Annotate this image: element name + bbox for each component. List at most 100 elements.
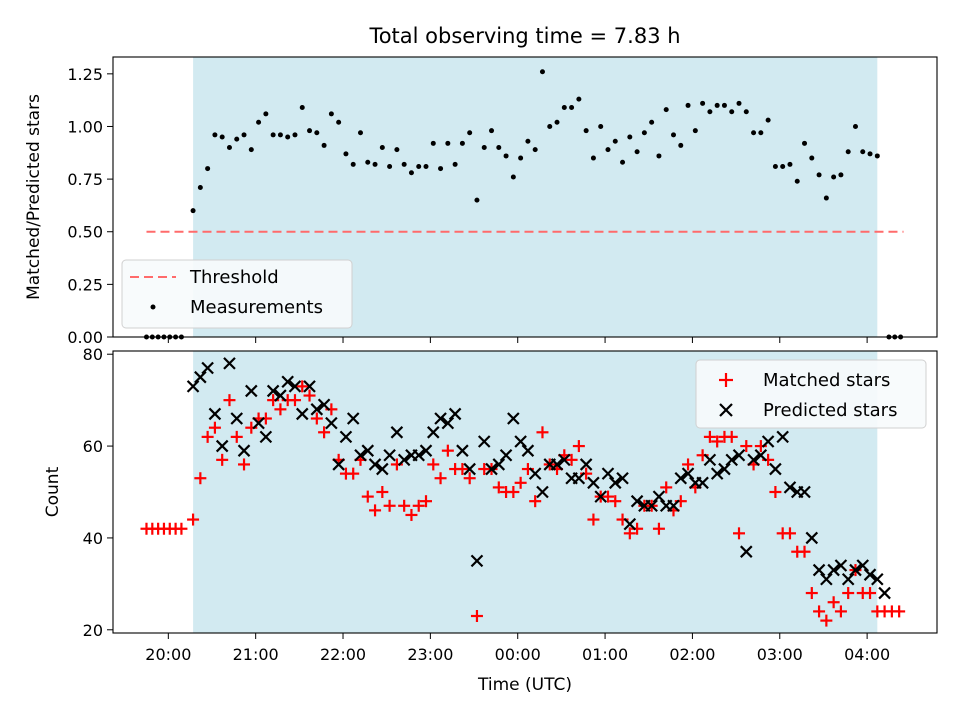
measurement-point — [561, 105, 567, 111]
matched-star-marker — [660, 481, 673, 494]
measurement-point — [780, 163, 786, 169]
matched-star-marker — [296, 380, 309, 393]
matched-star-marker — [842, 587, 855, 600]
predicted-star-marker — [579, 458, 593, 471]
measurement-point — [357, 130, 363, 136]
measurement-point — [634, 149, 640, 155]
measurement-point — [714, 102, 720, 108]
predicted-star-marker — [718, 462, 731, 476]
predicted-star-marker — [208, 407, 222, 421]
matched-star-marker — [208, 421, 221, 434]
predicted-star-marker — [383, 448, 396, 462]
measurement-point — [350, 161, 356, 167]
matched-star-marker — [813, 605, 826, 618]
measurement-point — [496, 145, 502, 151]
predicted-star-marker — [259, 430, 273, 444]
measurement-point — [248, 147, 254, 153]
predicted-star-marker — [419, 444, 433, 457]
predicted-star-marker — [572, 471, 586, 485]
matched-star-marker — [601, 490, 614, 503]
matched-star-marker — [463, 472, 476, 485]
matched-star-marker — [412, 499, 425, 512]
top-legend-box — [121, 259, 353, 329]
top-x-ticks — [167, 337, 868, 343]
matched-star-marker — [536, 426, 549, 439]
measurement-point — [489, 128, 495, 134]
measurement-point — [707, 109, 713, 115]
measurement-point — [656, 153, 662, 159]
bottom-legend: Matched stars Predicted stars — [695, 359, 927, 429]
measurement-point — [270, 132, 276, 138]
bottom-panel: 20 40 60 80 20:00 21:00 22:00 23:00 00:00 01:00 0… — [43, 345, 938, 695]
predicted-star-marker — [514, 435, 527, 448]
x-tick-label: 23:00 — [407, 645, 453, 664]
matched-star-marker — [864, 587, 877, 600]
measurement-point — [445, 140, 451, 146]
predicted-star-marker — [820, 572, 833, 586]
matched-star-marker — [434, 472, 447, 485]
matched-star-marker — [572, 440, 585, 453]
matched-star-marker — [288, 394, 301, 407]
matched-star-marker — [310, 412, 323, 425]
measurement-point — [256, 119, 262, 125]
predicted-star-marker — [368, 458, 382, 471]
measurement-point — [416, 163, 422, 169]
measurement-point — [736, 100, 742, 106]
top-ytick-label: 0.75 — [67, 170, 103, 189]
predicted-star-marker — [237, 444, 251, 457]
predicted-star-marker — [354, 448, 367, 462]
measurement-point — [292, 132, 298, 138]
predicted-stars-markers — [186, 357, 891, 600]
measurement-point — [590, 155, 596, 161]
measurement-point — [874, 153, 880, 159]
predicted-star-marker — [674, 471, 688, 485]
matched-star-marker — [529, 495, 542, 508]
predicted-star-marker — [325, 416, 338, 430]
bottom-ytick-label: 80 — [83, 345, 103, 364]
measurement-point — [343, 151, 349, 157]
matched-star-marker — [347, 467, 360, 480]
predicted-star-marker — [550, 458, 564, 471]
top-ytick-label: 0.50 — [67, 223, 103, 242]
measurement-point — [867, 151, 873, 157]
measurement-point — [787, 161, 793, 167]
predicted-star-marker — [507, 412, 520, 425]
predicted-star-marker — [448, 407, 462, 421]
matched-star-marker — [194, 472, 207, 485]
matched-star-marker — [609, 495, 622, 508]
measurement-point — [430, 140, 436, 146]
measurement-point — [539, 69, 545, 75]
predicted-star-marker — [703, 453, 717, 467]
predicted-star-marker — [274, 389, 287, 402]
legend-measurements-swatch — [150, 304, 156, 310]
predicted-star-marker — [361, 444, 375, 457]
matched-star-marker — [383, 499, 396, 512]
predicted-star-marker — [725, 453, 739, 467]
matched-star-marker — [405, 508, 418, 521]
matched-star-marker — [725, 430, 738, 443]
x-tick-label: 02:00 — [669, 645, 715, 664]
measurement-point — [612, 138, 618, 144]
measurement-point — [394, 147, 400, 153]
predicted-star-marker — [601, 467, 615, 480]
predicted-star-marker — [215, 439, 229, 453]
legend-matched-label: Matched stars — [763, 370, 890, 391]
predicted-star-marker — [798, 485, 811, 499]
predicted-star-marker — [492, 458, 506, 471]
measurement-point — [641, 130, 647, 136]
predicted-star-marker — [245, 384, 258, 398]
top-ytick-label: 1.00 — [67, 117, 103, 136]
x-tick-label: 22:00 — [320, 645, 366, 664]
measurement-point — [277, 132, 283, 138]
predicted-star-marker — [776, 430, 789, 444]
predicted-star-marker — [761, 435, 775, 448]
measurement-point — [401, 161, 407, 167]
bottom-ytick-label: 20 — [83, 621, 103, 640]
matched-star-marker — [587, 513, 600, 526]
legend-predicted-label: Predicted stars — [763, 400, 897, 421]
predicted-star-marker — [710, 467, 724, 480]
x-tick-label: 01:00 — [582, 645, 628, 664]
chart-title: Total observing time = 7.83 h — [368, 24, 680, 48]
matched-star-marker — [398, 499, 411, 512]
